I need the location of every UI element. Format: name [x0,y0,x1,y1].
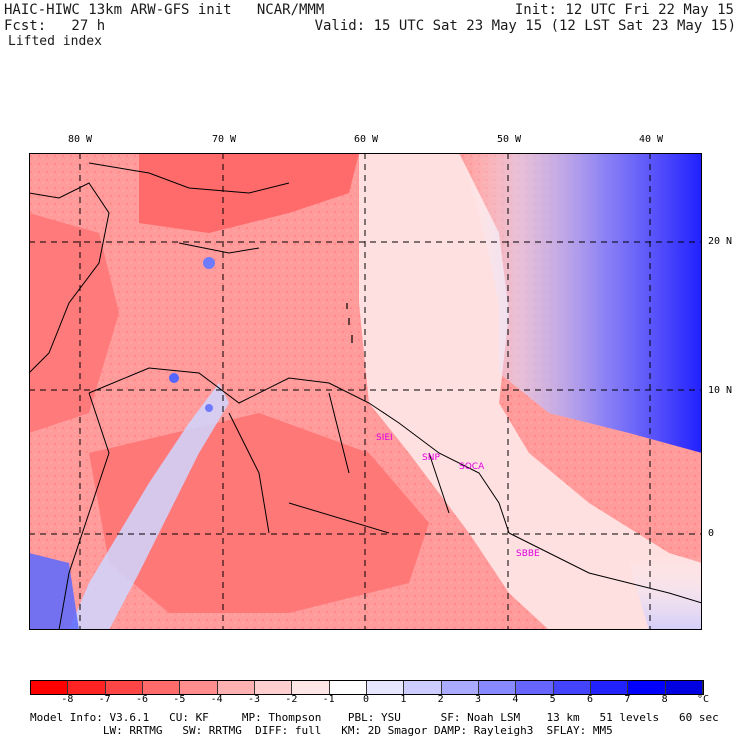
colorbar-swatch [553,681,591,694]
stable-zone-atlantic [459,153,702,453]
colorbar-swatch [665,681,703,694]
field-name: Lifted index [8,34,102,49]
model-info-line-1: Model Info: V3.6.1 CU: KF MP: Thompson P… [30,711,719,724]
colorbar-swatch [292,681,330,694]
colorbar-swatch [590,681,629,694]
station-snp: SNP [422,453,440,463]
hot-zone-west [29,213,119,433]
model-info-line-2: LW: RRTMG SW: RRTMG DIFF: full KM: 2D Sm… [30,724,613,737]
lat-label-20n: 20 N [708,236,733,247]
colorbar-tick-label: 6 [586,694,594,705]
colorbar-tick-label: 4 [512,694,519,705]
colorbar-swatch [180,681,218,694]
station-sbbe: SBBE [516,549,540,559]
colorbar-swatch [217,681,255,694]
colorbar-tick-label: 7 [624,694,631,705]
colorbar-swatch [142,681,181,694]
colorbar-tick-label: 3 [474,694,482,705]
lon-label-80w: 80 W [67,134,93,145]
colorbar-swatch [68,681,106,694]
lifted-index-map: SIEI SNP SOCA SBBE [29,153,702,630]
colorbar-tick-label: 2 [437,694,444,705]
colorbar-tick-label: 8 [661,694,668,705]
stable-zone-southeast [629,553,702,630]
colorbar-tick-label: -2 [285,694,298,705]
lat-label-eq: 0 [708,528,715,539]
coast-south-america-north [88,367,510,534]
colorbar-tick-label: 0 [362,694,370,705]
colorbar-swatch [31,681,69,694]
title-left: HAIC-HIWC 13km ARW-GFS init NCAR/MMM [4,2,325,18]
colorbar-swatch [628,681,666,694]
colorbar-swatch [441,681,479,694]
colorbar-tick-label: 1 [400,694,407,705]
coast-central-america [29,182,110,374]
lon-label-60w: 60 W [353,134,379,145]
coast-brazil-east [508,532,702,604]
lat-lon-grid [29,153,702,630]
coast-pacific [58,392,110,630]
coast-greater-antilles [88,162,290,254]
colorbar-swatch [366,681,405,694]
colorbar-tick-label: -7 [98,694,111,705]
colorbar-swatch [404,681,442,694]
colorbar-tick-label: -6 [135,694,149,705]
forecast-hour: Fcst: 27 h [4,18,106,34]
colorbar-swatch [329,681,367,694]
colorbar-unit: °C [697,694,710,705]
colorbar-tick-label: -3 [247,694,261,705]
border-lines [228,392,450,534]
lon-label-50w: 50 W [496,134,522,145]
lat-label-10n: 10 N [708,385,733,396]
colorbar-tick-label: -8 [61,694,74,705]
valid-time: Valid: 15 UTC Sat 23 May 15 (12 LST Sat … [314,18,736,34]
lesser-antilles [346,303,353,343]
colorbar [30,680,704,695]
lon-label-70w: 70 W [211,134,237,145]
colorbar-tick-label: -1 [322,694,335,705]
colorbar-tick-label: -4 [210,694,223,705]
colorbar-swatch [516,681,554,694]
station-siei: SIEI [376,433,393,443]
andes-ridge [69,383,229,630]
colorbar-swatch [105,681,143,694]
colorbar-tick-label: -5 [173,694,186,705]
pale-band [359,153,702,630]
southwest-stable [29,553,79,630]
station-soca: SOCA [459,462,485,472]
init-time: Init: 12 UTC Fri 22 May 15 [514,2,734,18]
colorbar-swatch [478,681,517,694]
colorbar-tick-label: 5 [549,694,556,705]
lon-label-40w: 40 W [638,134,664,145]
colorbar-swatch [254,681,293,694]
